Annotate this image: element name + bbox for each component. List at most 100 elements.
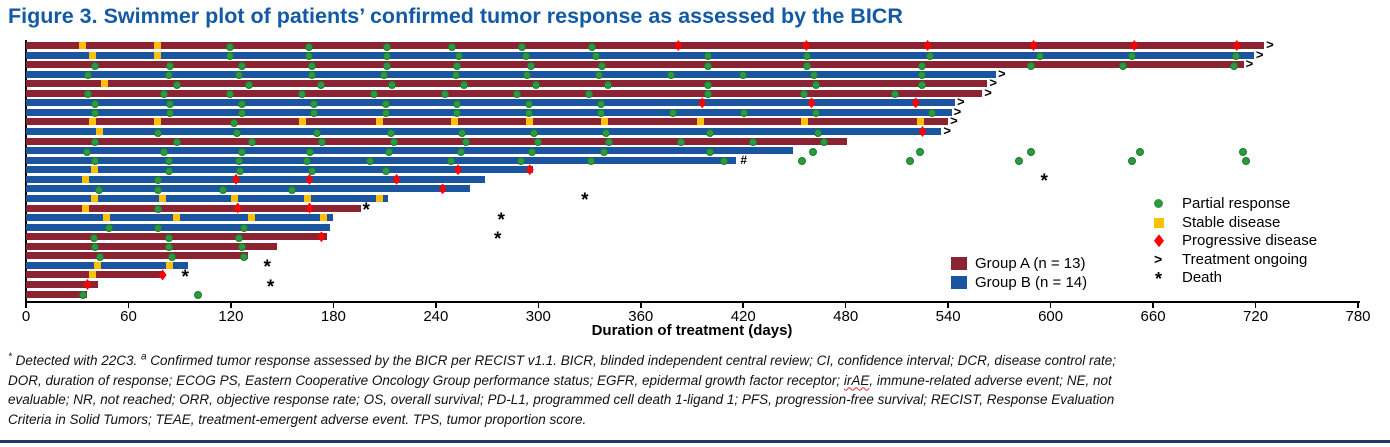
death-marker: * xyxy=(494,228,502,250)
partial-response-marker xyxy=(381,99,390,108)
partial-response-marker xyxy=(79,291,88,300)
partial-response-marker xyxy=(1242,157,1251,166)
partial-response-marker xyxy=(238,147,247,156)
swimmer-bar-group-b xyxy=(26,175,486,183)
x-axis-tick-label: 180 xyxy=(320,308,346,325)
x-axis-tick xyxy=(947,303,949,308)
partial-response-legend-icon xyxy=(1154,199,1163,208)
progressive-disease-marker xyxy=(305,173,314,185)
stable-disease-marker xyxy=(304,194,312,202)
stable-disease-marker xyxy=(102,214,110,222)
partial-response-marker xyxy=(738,71,747,80)
partial-response-marker xyxy=(1127,157,1136,166)
partial-response-marker xyxy=(453,61,462,70)
stable-disease-marker xyxy=(801,118,809,126)
x-axis-tick-label: 300 xyxy=(525,308,551,325)
swimmer-bar-group-b xyxy=(26,261,189,269)
stable-disease-marker xyxy=(319,214,327,222)
stable-disease-marker xyxy=(153,51,161,59)
partial-response-marker xyxy=(219,185,228,194)
partial-response-marker xyxy=(600,147,609,156)
progressive-disease-marker xyxy=(438,183,447,195)
partial-response-marker xyxy=(297,90,306,99)
footnote-line-3: evaluable; NR, not reached; ORR, objecti… xyxy=(8,392,1115,407)
partial-response-marker xyxy=(441,90,450,99)
x-axis-line xyxy=(25,301,1360,303)
partial-response-marker xyxy=(383,42,392,51)
partial-response-marker xyxy=(164,157,173,166)
stable-disease-marker xyxy=(697,118,705,126)
partial-response-marker xyxy=(523,71,532,80)
swimmer-bar-group-a xyxy=(26,89,983,97)
asterisk-superscript: * xyxy=(8,351,12,363)
partial-response-marker xyxy=(1230,61,1239,70)
death-marker: * xyxy=(581,190,589,212)
partial-response-marker xyxy=(234,71,243,80)
partial-response-marker xyxy=(369,90,378,99)
progressive-disease-marker xyxy=(83,279,92,290)
swimmer-bar-group-b xyxy=(26,70,996,78)
partial-response-marker xyxy=(318,138,327,147)
x-axis-tick-label: 420 xyxy=(730,308,756,325)
partial-response-marker xyxy=(820,138,829,147)
partial-response-marker xyxy=(316,80,325,89)
partial-response-marker xyxy=(388,80,397,89)
partial-response-marker xyxy=(238,99,247,108)
progressive-disease-marker xyxy=(525,164,534,176)
x-axis-tick xyxy=(742,303,744,308)
partial-response-marker xyxy=(1238,147,1247,156)
partial-response-marker xyxy=(890,90,899,99)
partial-response-marker xyxy=(460,80,469,89)
stable-disease-marker xyxy=(90,194,98,202)
partial-response-marker xyxy=(173,138,182,147)
partial-response-marker xyxy=(1127,52,1136,61)
swimmer-bar-group-b xyxy=(26,223,330,231)
partial-response-marker xyxy=(154,205,163,214)
treatment-ongoing-marker: > xyxy=(1255,46,1264,62)
partial-response-marker xyxy=(309,99,318,108)
progressive-disease-marker xyxy=(1029,40,1038,51)
swimmer-bar-group-b xyxy=(26,128,942,136)
partial-response-marker xyxy=(229,118,238,127)
partial-response-marker xyxy=(668,109,677,118)
swimmer-bar-group-b xyxy=(26,99,955,107)
partial-response-marker xyxy=(926,52,935,61)
marker-legend-label: Death xyxy=(1182,269,1223,287)
partial-response-marker xyxy=(166,61,175,70)
x-axis-tick xyxy=(537,303,540,308)
partial-response-marker xyxy=(173,80,182,89)
death-legend-icon: * xyxy=(1155,269,1163,290)
partial-response-marker xyxy=(518,42,527,51)
partial-response-marker xyxy=(168,252,177,261)
partial-response-marker xyxy=(598,61,607,70)
partial-response-marker xyxy=(238,109,247,118)
stable-disease-marker xyxy=(89,51,97,59)
partial-response-marker xyxy=(164,71,173,80)
stable-disease-marker xyxy=(82,175,90,183)
partial-response-marker xyxy=(84,90,93,99)
partial-response-marker xyxy=(601,128,610,137)
partial-response-marker xyxy=(596,99,605,108)
stable-disease-marker xyxy=(299,118,307,126)
partial-response-marker xyxy=(166,109,175,118)
death-marker: * xyxy=(497,209,505,231)
partial-response-marker xyxy=(164,243,173,252)
partial-response-marker xyxy=(456,147,465,156)
group-legend-label: Group A (n = 13) xyxy=(975,255,1086,272)
stable-disease-marker xyxy=(247,214,255,222)
x-axis-tick xyxy=(1049,303,1052,308)
partial-response-marker xyxy=(813,128,822,137)
partial-response-marker xyxy=(917,61,926,70)
swimmer-bar-group-a xyxy=(26,290,88,298)
partial-response-marker xyxy=(96,252,105,261)
progressive-disease-marker xyxy=(674,40,683,51)
marker-legend-label: Stable disease xyxy=(1182,213,1281,231)
x-axis-tick xyxy=(1357,303,1359,308)
partial-response-marker xyxy=(238,243,247,252)
partial-response-marker xyxy=(159,147,168,156)
partial-response-marker xyxy=(800,90,808,99)
stable-disease-marker xyxy=(89,118,97,126)
partial-response-marker xyxy=(313,128,322,137)
figure-title: Figure 3. Swimmer plot of patients’ conf… xyxy=(8,4,903,28)
partial-response-marker xyxy=(704,52,713,61)
